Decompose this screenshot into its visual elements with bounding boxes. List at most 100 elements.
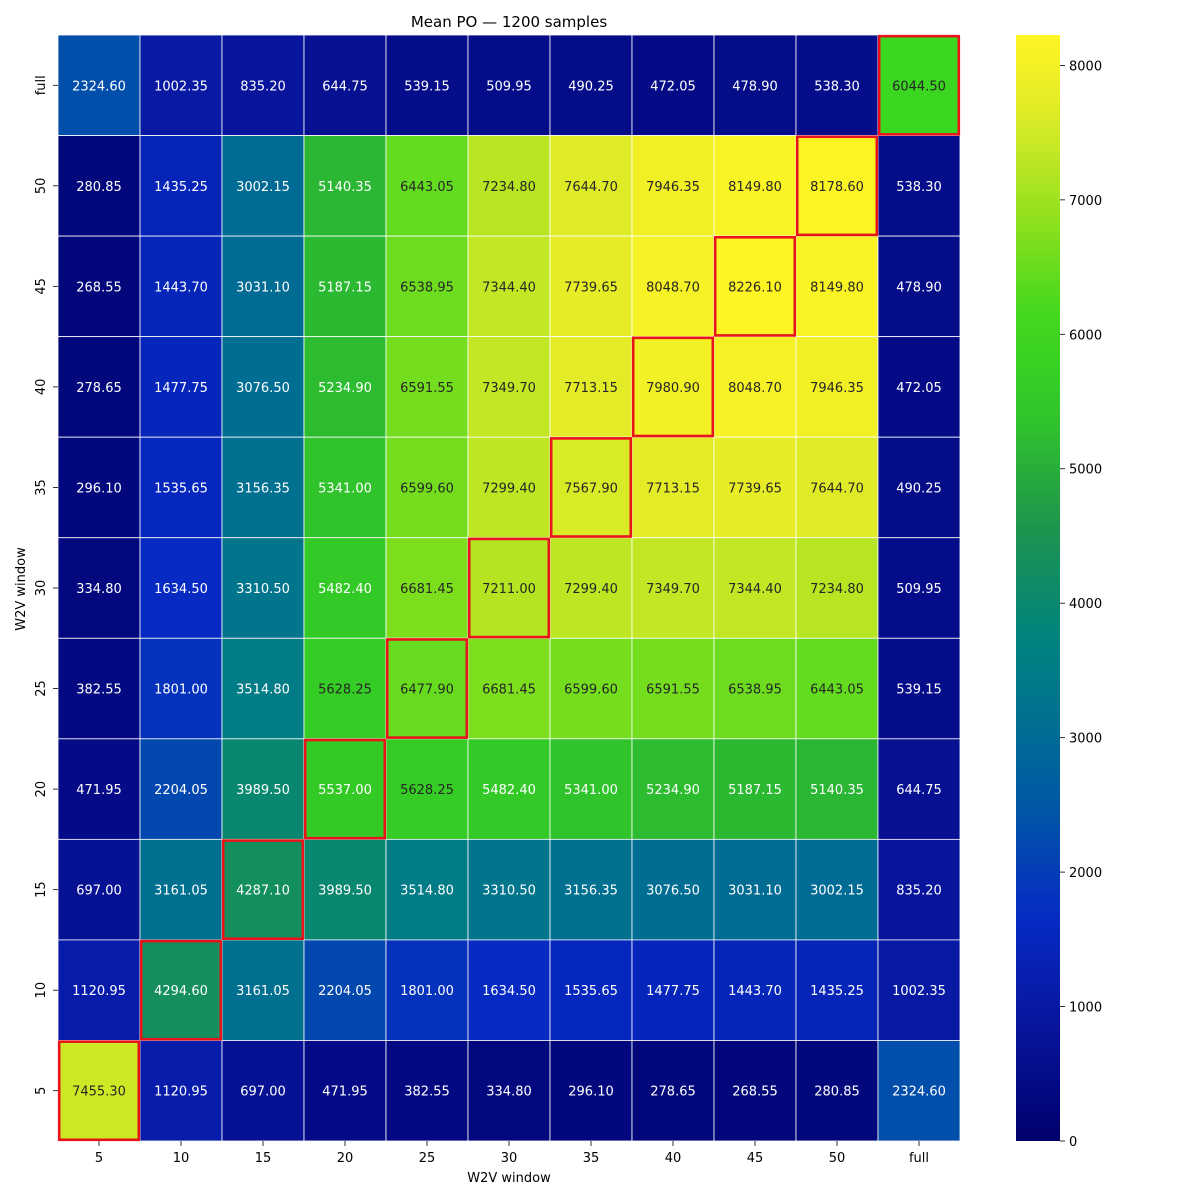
cell-value-label: 6591.55	[400, 381, 454, 396]
cell-value-label: 6477.90	[400, 683, 454, 698]
cell-value-label: 5482.40	[482, 783, 536, 798]
heatmap-cell	[795, 738, 879, 840]
heatmap-cell	[631, 838, 715, 941]
heatmap-cell	[57, 637, 141, 740]
heatmap-cell	[139, 537, 223, 639]
cell-value-label: 6681.45	[400, 582, 454, 597]
cell-value-label: 7349.70	[482, 381, 536, 396]
cell-value-label: 278.65	[76, 381, 122, 396]
cell-value-label: 7713.15	[646, 481, 700, 496]
highlight-box	[139, 939, 223, 1041]
heatmap-cell	[467, 336, 551, 438]
heatmap-cell	[385, 436, 469, 539]
cell-value-labels: 2324.60 1002.35 835.20 644.75 539.15 509.95 49…	[72, 79, 946, 1099]
cell-value-label: 7299.40	[564, 582, 618, 597]
x-tick-label: 25	[419, 1151, 436, 1166]
heatmap-cell	[713, 1040, 797, 1142]
x-axis: 5 10 15 20 25 30 35 40 45 50 full	[95, 1141, 929, 1166]
cell-value-label: 6538.95	[400, 280, 454, 295]
cell-value-label: 4294.60	[154, 984, 208, 999]
cell-value-label: 3076.50	[646, 884, 700, 899]
heatmap-cell	[877, 939, 961, 1041]
cell-value-label: 5140.35	[318, 180, 372, 195]
cell-value-label: 1634.50	[154, 582, 208, 597]
cell-value-label: 334.80	[76, 582, 122, 597]
heatmap-cell	[467, 738, 551, 840]
cell-value-label: 7234.80	[810, 582, 864, 597]
heatmap-cell	[303, 537, 387, 639]
cell-value-label: 2324.60	[72, 79, 126, 94]
cell-value-label: 538.30	[814, 79, 860, 94]
cell-value-label: 2204.05	[154, 783, 208, 798]
heatmap-cell	[713, 738, 797, 840]
x-tick-label: 40	[665, 1151, 682, 1166]
heatmap-cell	[303, 34, 387, 136]
cell-value-label: 7946.35	[810, 381, 864, 396]
heatmap-cell	[221, 135, 305, 237]
chart-title: Mean PO — 1200 samples	[411, 13, 608, 31]
cell-value-label: 3989.50	[236, 783, 290, 798]
cell-value-label: 1477.75	[154, 381, 208, 396]
cell-value-label: 6591.55	[646, 683, 700, 698]
cell-value-label: 280.85	[76, 180, 122, 195]
highlight-box	[385, 638, 469, 739]
heatmap-cell	[303, 336, 387, 438]
cell-value-label: 509.95	[486, 79, 532, 94]
heatmap-cell	[385, 34, 469, 136]
highlight-box	[795, 135, 879, 237]
cell-value-label: 2324.60	[892, 1085, 946, 1100]
cell-value-label: 5341.00	[318, 481, 372, 496]
cell-value-label: 478.90	[896, 280, 942, 295]
heatmap-cell	[713, 838, 797, 941]
y-tick-label: 35	[34, 479, 49, 496]
cell-value-label: 472.05	[650, 79, 696, 94]
cell-value-label: 1477.75	[646, 984, 700, 999]
colorbar-tick-label: 4000	[1069, 597, 1102, 612]
heatmap-cell	[139, 135, 223, 237]
heatmap-cell	[303, 939, 387, 1041]
highlight-box	[713, 235, 797, 337]
colorbar: 0 1000 2000 3000 4000 5000 6000 7000 8000	[1016, 35, 1102, 1150]
heatmap-cell	[221, 34, 305, 136]
heatmap-cell	[303, 135, 387, 237]
cell-value-label: 1120.95	[154, 1085, 208, 1100]
heatmap-cell	[57, 135, 141, 237]
heatmap-cell	[795, 336, 879, 438]
y-axis-label: W2V window	[14, 547, 29, 631]
heatmap-cell	[303, 1040, 387, 1142]
cell-value-label: 6443.05	[810, 683, 864, 698]
heatmap-cell	[139, 436, 223, 539]
heatmap-cell	[385, 1040, 469, 1142]
heatmap-cell	[57, 34, 141, 136]
cell-value-label: 5628.25	[318, 683, 372, 698]
highlight-box	[877, 34, 961, 136]
highlight-box	[57, 1040, 141, 1142]
cell-value-label: 296.10	[76, 481, 122, 496]
cell-value-label: 7739.65	[564, 280, 618, 295]
cell-value-label: 3161.05	[236, 984, 290, 999]
colorbar-tick-label: 2000	[1069, 866, 1102, 881]
cell-value-label: 7349.70	[646, 582, 700, 597]
heatmap-cell	[221, 939, 305, 1041]
cell-value-label: 5140.35	[810, 783, 864, 798]
heatmap-cell	[631, 738, 715, 840]
cell-value-label: 1801.00	[154, 683, 208, 698]
cell-value-label: 472.05	[896, 381, 942, 396]
cell-value-label: 7344.40	[728, 582, 782, 597]
heatmap-cell	[467, 1040, 551, 1142]
colorbar-tick-label: 5000	[1069, 463, 1102, 478]
cell-value-label: 280.85	[814, 1085, 860, 1100]
heatmap-cell	[385, 336, 469, 438]
cell-value-label: 539.15	[896, 683, 942, 698]
cell-value-label: 334.80	[486, 1085, 532, 1100]
cell-value-label: 1002.35	[154, 79, 208, 94]
heatmap-cell	[713, 537, 797, 639]
cell-value-label: 538.30	[896, 180, 942, 195]
colorbar-tick-label: 0	[1069, 1135, 1077, 1150]
cell-value-label: 7567.90	[564, 481, 618, 496]
cell-value-label: 5234.90	[318, 381, 372, 396]
colorbar-tick-label: 1000	[1069, 1001, 1102, 1016]
cell-value-label: 1443.70	[728, 984, 782, 999]
heatmap-cell	[221, 235, 305, 338]
